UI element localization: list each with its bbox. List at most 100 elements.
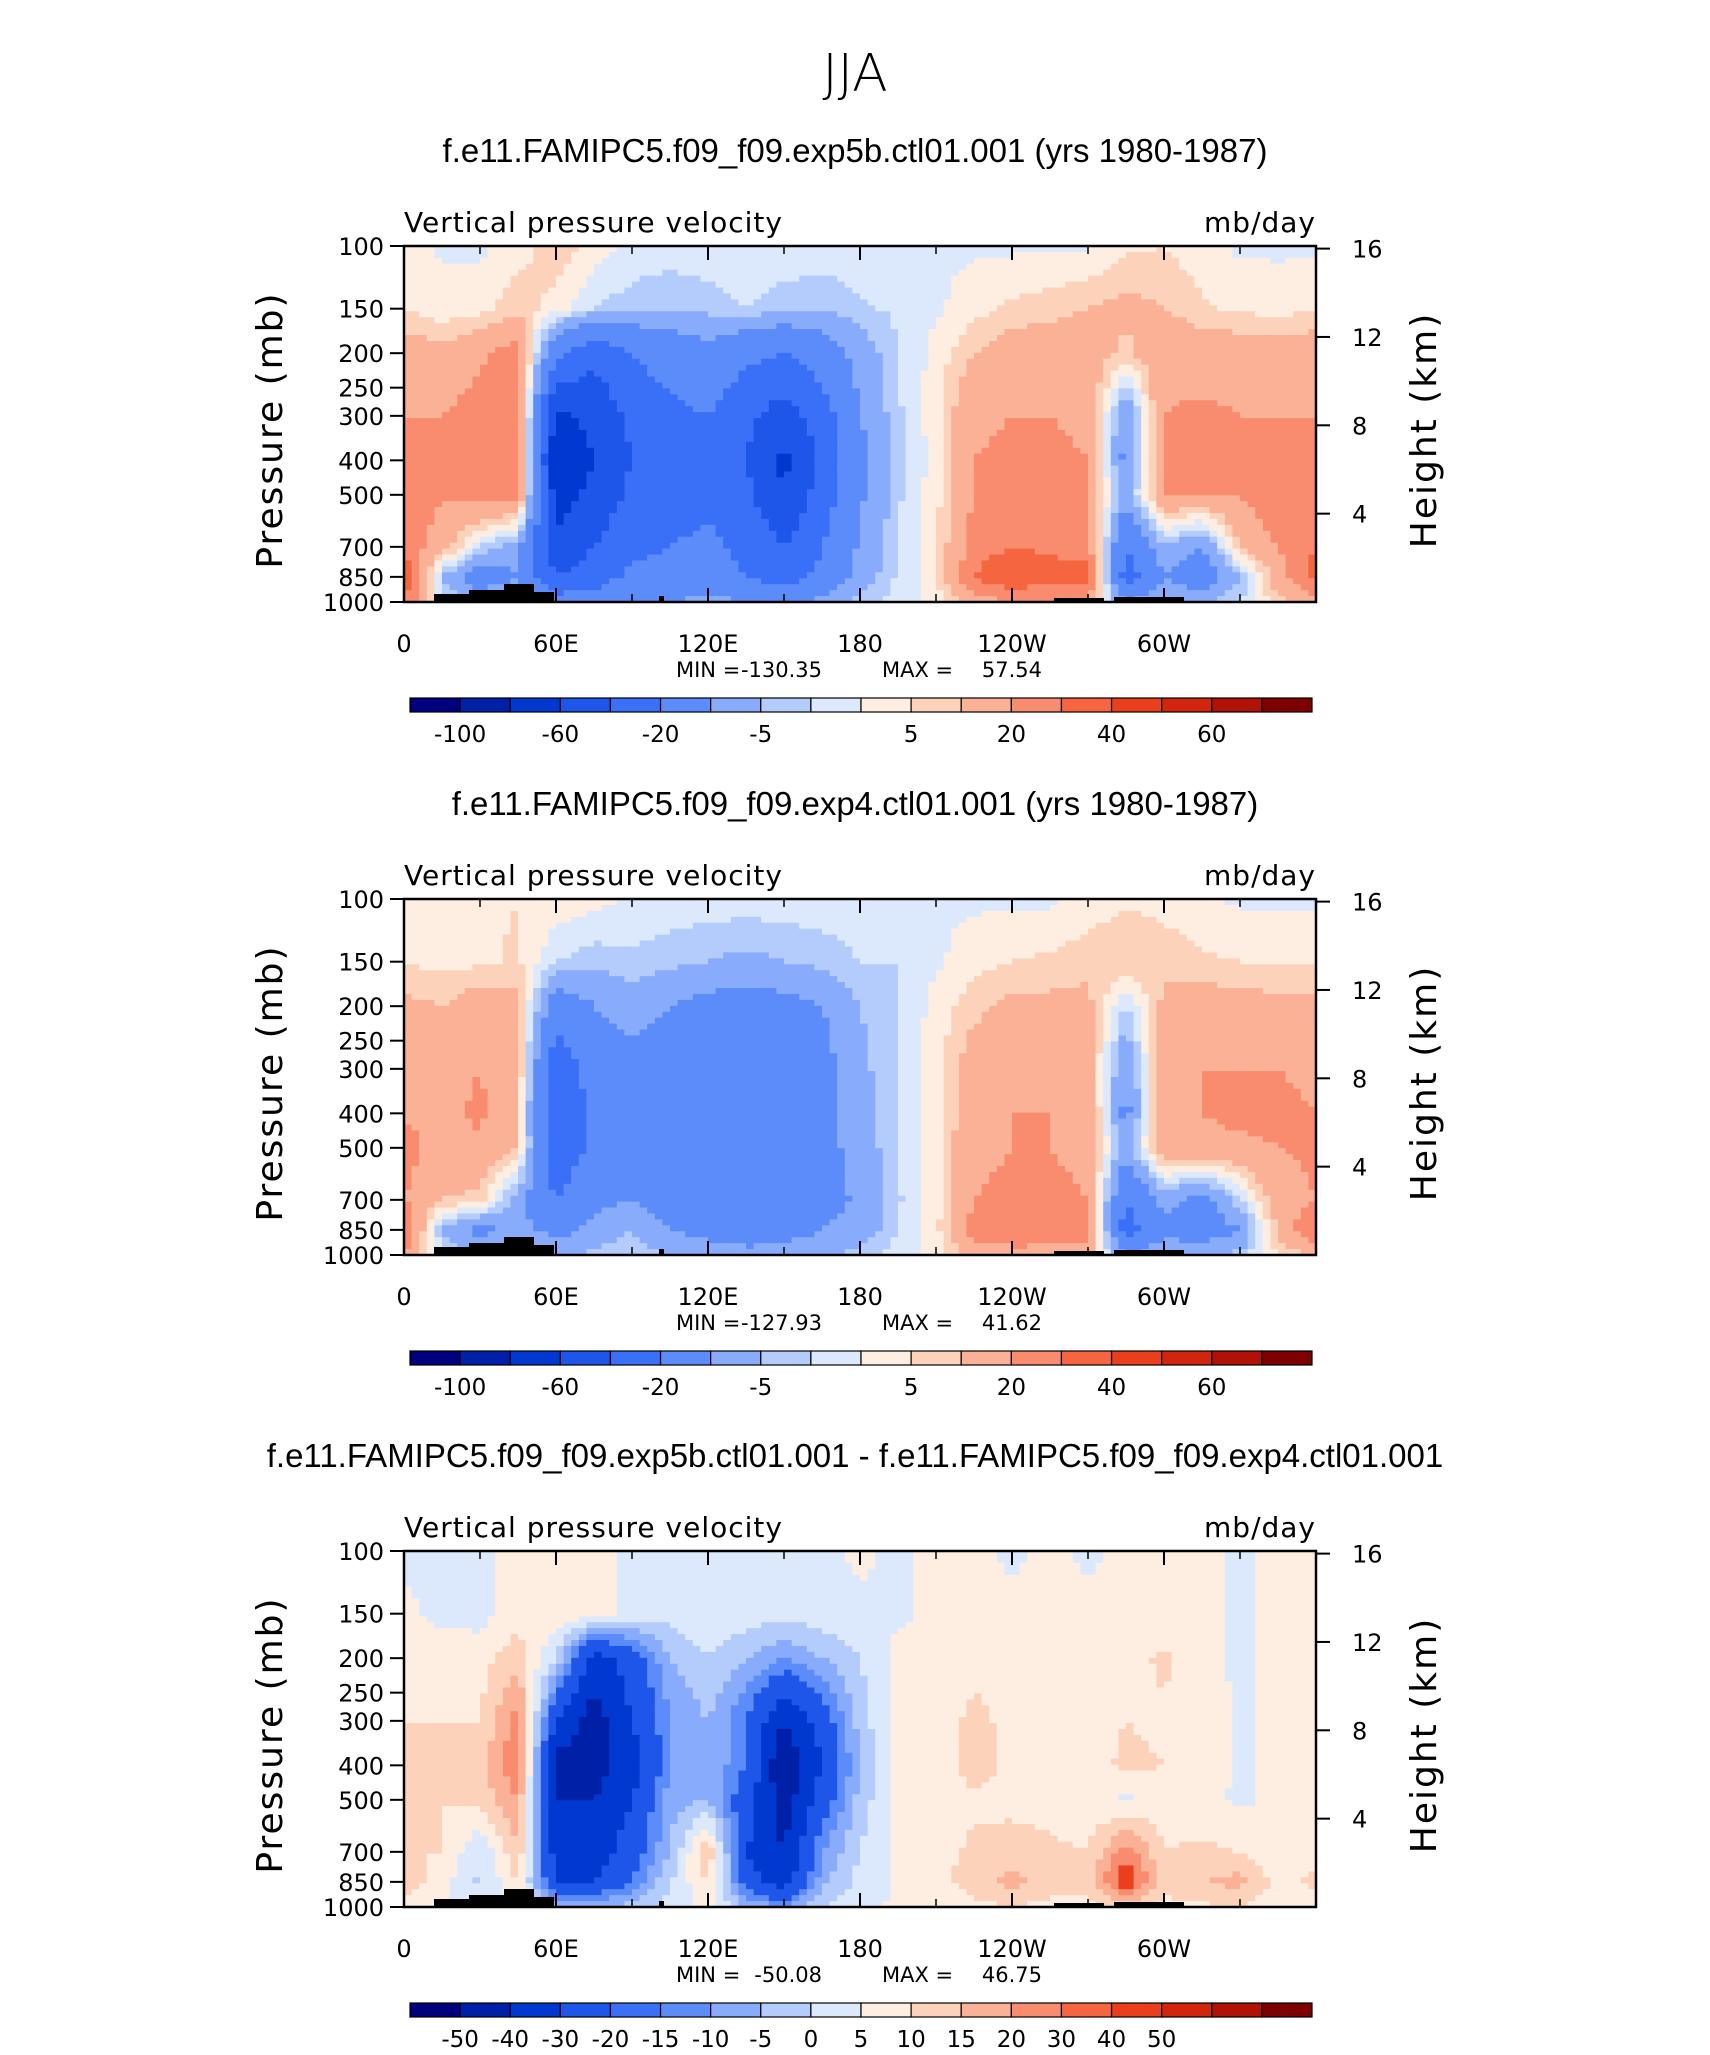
heatmap-cell — [1278, 358, 1287, 366]
heatmap-cell — [1080, 394, 1089, 401]
heatmap-cell — [1141, 340, 1150, 348]
heatmap-cell — [723, 394, 732, 401]
heatmap-cell — [1110, 358, 1119, 366]
heatmap-cell — [974, 465, 983, 473]
heatmap-cell — [898, 323, 907, 330]
heatmap-cell — [958, 388, 967, 395]
heatmap-cell — [525, 246, 534, 253]
heatmap-cell — [1027, 269, 1036, 277]
heatmap-cell — [1308, 311, 1317, 318]
heatmap-cell — [753, 471, 762, 478]
heatmap-cell — [1118, 364, 1127, 372]
heatmap-cell — [502, 346, 511, 354]
heatmap-cell — [837, 323, 846, 330]
heatmap-cell — [1270, 293, 1279, 300]
heatmap-cell — [571, 412, 580, 419]
heatmap-cell — [806, 394, 815, 401]
heatmap-cell — [905, 364, 914, 372]
heatmap-cell — [1095, 352, 1104, 360]
heatmap-cell — [480, 275, 489, 283]
heatmap-cell — [1232, 251, 1241, 259]
heatmap-cell — [882, 435, 891, 443]
heatmap-cell — [624, 435, 633, 443]
heatmap-cell — [1118, 424, 1127, 431]
heatmap-cell — [1027, 477, 1036, 484]
heatmap-cell — [1042, 465, 1051, 473]
heatmap-cell — [1133, 311, 1142, 318]
heatmap-cell — [518, 251, 527, 259]
heatmap-cell — [419, 293, 428, 300]
heatmap-cell — [989, 317, 998, 324]
heatmap-cell — [844, 406, 853, 413]
heatmap-cell — [1133, 287, 1142, 295]
heatmap-cell — [632, 418, 641, 425]
heatmap-cell — [472, 299, 481, 306]
heatmap-cell — [419, 429, 428, 437]
heatmap-cell — [1050, 358, 1059, 366]
heatmap-cell — [890, 489, 899, 496]
heatmap-cell — [449, 465, 458, 473]
heatmap-cell — [974, 370, 983, 378]
heatmap-cell — [715, 376, 724, 384]
heatmap-cell — [1217, 293, 1226, 300]
heatmap-cell — [1240, 299, 1249, 306]
heatmap-cell — [502, 459, 511, 467]
heatmap-cell — [404, 447, 413, 455]
heatmap-cell — [548, 429, 557, 437]
heatmap-cell — [1202, 477, 1211, 484]
heatmap-cell — [1194, 382, 1203, 389]
heatmap-cell — [1050, 483, 1059, 490]
heatmap-cell — [860, 335, 869, 342]
heatmap-cell — [1072, 471, 1081, 478]
heatmap-cell — [746, 435, 755, 443]
heatmap-cell — [692, 489, 701, 496]
heatmap-cell — [632, 287, 641, 295]
heatmap-cell — [1278, 281, 1287, 289]
heatmap-cell — [670, 388, 679, 395]
heatmap-cell — [746, 340, 755, 348]
heatmap-cell — [510, 257, 519, 265]
heatmap-cell — [776, 370, 785, 378]
heatmap-cell — [1148, 477, 1157, 484]
heatmap-cell — [540, 418, 549, 425]
heatmap-cell — [875, 305, 884, 312]
heatmap-cell — [654, 441, 663, 449]
heatmap-cell — [419, 311, 428, 318]
heatmap-cell — [1202, 424, 1211, 431]
heatmap-cell — [898, 388, 907, 395]
heatmap-cell — [1042, 364, 1051, 372]
heatmap-cell — [1300, 251, 1309, 259]
heatmap-cell — [419, 251, 428, 259]
heatmap-cell — [1095, 311, 1104, 318]
heatmap-cell — [746, 465, 755, 473]
heatmap-cell — [1285, 435, 1294, 443]
heatmap-cell — [533, 477, 542, 484]
heatmap-cell — [1057, 323, 1066, 330]
heatmap-cell — [708, 412, 717, 419]
heatmap-cell — [989, 453, 998, 461]
heatmap-cell — [1019, 323, 1028, 330]
heatmap-cell — [1179, 340, 1188, 348]
heatmap-cell — [1171, 346, 1180, 354]
heatmap-cell — [1194, 299, 1203, 306]
heatmap-cell — [814, 429, 823, 437]
heatmap-cell — [1012, 406, 1021, 413]
heatmap-cell — [1095, 370, 1104, 378]
heatmap-cell — [594, 311, 603, 318]
heatmap-cell — [1126, 382, 1135, 389]
heatmap-cell — [723, 418, 732, 425]
heatmap-cell — [1148, 376, 1157, 384]
heatmap-cell — [540, 382, 549, 389]
heatmap-cell — [814, 346, 823, 354]
heatmap-cell — [700, 477, 709, 484]
heatmap-cell — [936, 340, 945, 348]
heatmap-cell — [738, 364, 747, 372]
heatmap-cell — [647, 483, 656, 490]
heatmap-cell — [586, 465, 595, 473]
heatmap-cell — [776, 352, 785, 360]
heatmap-cell — [586, 323, 595, 330]
heatmap-cell — [571, 352, 580, 360]
heatmap-cell — [1004, 465, 1013, 473]
heatmap-cell — [1224, 299, 1233, 306]
heatmap-cell — [480, 429, 489, 437]
